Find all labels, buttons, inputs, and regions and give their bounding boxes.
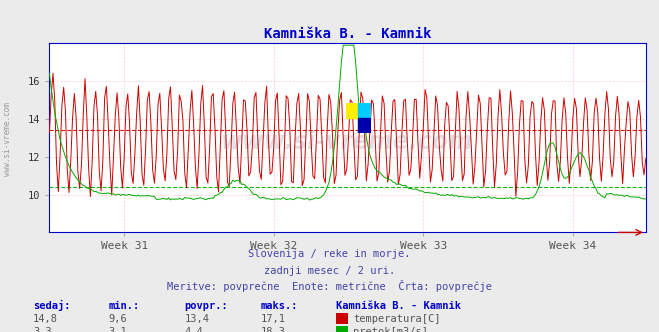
Bar — [358, 118, 371, 133]
Text: 3,1: 3,1 — [109, 327, 127, 332]
Text: sedaj:: sedaj: — [33, 300, 71, 311]
Text: 17,1: 17,1 — [260, 314, 285, 324]
Text: povpr.:: povpr.: — [185, 301, 228, 311]
Text: www.si-vreme.com: www.si-vreme.com — [221, 129, 474, 154]
Text: maks.:: maks.: — [260, 301, 298, 311]
Text: temperatura[C]: temperatura[C] — [353, 314, 441, 324]
Text: Meritve: povprečne  Enote: metrične  Črta: povprečje: Meritve: povprečne Enote: metrične Črta:… — [167, 281, 492, 292]
Text: zadnji mesec / 2 uri.: zadnji mesec / 2 uri. — [264, 266, 395, 276]
Text: 4,4: 4,4 — [185, 327, 203, 332]
Text: 3,3: 3,3 — [33, 327, 51, 332]
Bar — [358, 103, 371, 118]
Text: www.si-vreme.com: www.si-vreme.com — [3, 103, 13, 176]
Text: 18,3: 18,3 — [260, 327, 285, 332]
Text: 9,6: 9,6 — [109, 314, 127, 324]
Title: Kamniška B. - Kamnik: Kamniška B. - Kamnik — [264, 27, 432, 41]
Text: Slovenija / reke in morje.: Slovenija / reke in morje. — [248, 249, 411, 259]
Text: min.:: min.: — [109, 301, 140, 311]
Text: pretok[m3/s]: pretok[m3/s] — [353, 327, 428, 332]
Text: 14,8: 14,8 — [33, 314, 58, 324]
Text: Kamniška B. - Kamnik: Kamniška B. - Kamnik — [336, 301, 461, 311]
Bar — [346, 103, 358, 118]
Text: 13,4: 13,4 — [185, 314, 210, 324]
